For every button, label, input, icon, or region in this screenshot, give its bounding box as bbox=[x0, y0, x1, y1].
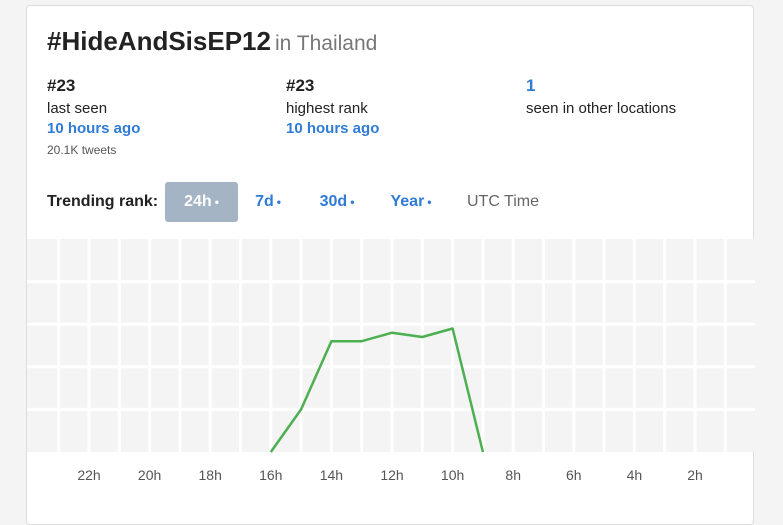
range-24h-dot: • bbox=[214, 195, 219, 209]
range-7d-button[interactable]: 7d • bbox=[246, 182, 290, 222]
stat-other-locations: 1 seen in other locations bbox=[526, 76, 676, 119]
x-tick-label: 18h bbox=[199, 467, 222, 483]
range-year-button[interactable]: Year • bbox=[383, 182, 439, 222]
trend-chart-svg: 22h 20h 18h 16h 14h 12h 10h 8h 6h 4h 2h bbox=[27, 239, 755, 483]
range-30d-button[interactable]: 30d • bbox=[310, 182, 364, 222]
timezone-toggle[interactable]: UTC Time bbox=[467, 193, 539, 210]
x-tick-label: 20h bbox=[138, 467, 161, 483]
last-rank: #23 bbox=[47, 76, 76, 95]
x-tick-label: 2h bbox=[687, 467, 703, 483]
tweet-count: 20.1K tweets bbox=[47, 143, 117, 157]
x-tick-label: 4h bbox=[627, 467, 643, 483]
last-seen-time-link[interactable]: 10 hours ago bbox=[47, 120, 141, 137]
range-24h-button[interactable]: 24h • bbox=[165, 182, 238, 222]
range-30d-dot: • bbox=[350, 195, 355, 209]
other-locations-label: seen in other locations bbox=[526, 100, 677, 117]
location-text: in Thailand bbox=[274, 32, 378, 55]
hashtag-title: #HideAndSisEP12 bbox=[47, 26, 271, 56]
highest-rank-time-link[interactable]: 10 hours ago bbox=[286, 120, 380, 137]
range-year-dot: • bbox=[427, 195, 432, 209]
x-tick-label: 8h bbox=[505, 467, 521, 483]
highest-rank-value: #23 bbox=[286, 76, 315, 95]
range-30d-label: 30d bbox=[319, 193, 348, 210]
title-row: #HideAndSisEP12 in Thailand bbox=[47, 26, 377, 57]
trend-card: #HideAndSisEP12 in Thailand #23 last seen… bbox=[26, 5, 755, 525]
x-tick-label: 12h bbox=[380, 467, 403, 483]
x-tick-label: 10h bbox=[441, 467, 464, 483]
range-7d-label: 7d bbox=[255, 193, 274, 210]
x-tick-label: 22h bbox=[77, 467, 100, 483]
trend-series-line bbox=[269, 327, 485, 453]
range-year-label: Year bbox=[390, 193, 425, 210]
x-tick-label: 16h bbox=[259, 467, 282, 483]
other-locations-count-link[interactable]: 1 bbox=[526, 76, 536, 95]
x-tick-label: 14h bbox=[320, 467, 343, 483]
last-seen-label: last seen bbox=[47, 100, 108, 117]
trend-chart: 22h 20h 18h 16h 14h 12h 10h 8h 6h 4h 2h bbox=[27, 239, 755, 499]
trending-rank-label: Trending rank: bbox=[47, 193, 159, 210]
range-24h-label: 24h bbox=[184, 193, 212, 210]
range-7d-dot: • bbox=[276, 195, 281, 209]
highest-rank-label: highest rank bbox=[286, 100, 368, 117]
stat-last-seen: #23 last seen 10 hours ago 20.1K tweets bbox=[47, 76, 140, 157]
stat-highest-rank: #23 highest rank 10 hours ago bbox=[286, 76, 379, 139]
x-tick-label: 6h bbox=[566, 467, 582, 483]
